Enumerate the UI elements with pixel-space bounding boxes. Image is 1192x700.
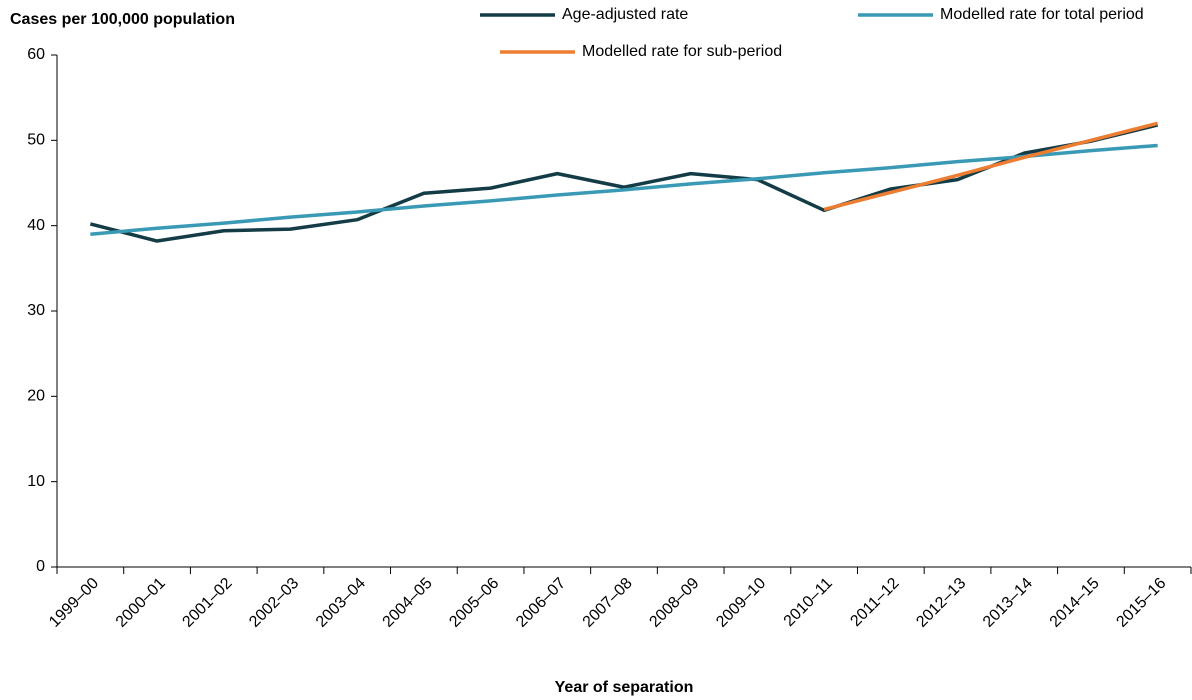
x-tick-label: 2001–02	[180, 575, 236, 631]
x-tick-label: 1999–00	[46, 575, 102, 631]
x-tick-label: 2013–14	[980, 575, 1036, 631]
x-tick-label: 2014–15	[1047, 575, 1103, 631]
y-tick-label: 10	[27, 473, 45, 490]
x-tick-label: 2004–05	[380, 575, 436, 631]
legend-label: Modelled rate for sub-period	[582, 43, 782, 60]
y-tick-label: 50	[27, 132, 45, 149]
x-tick-label: 2002–03	[246, 575, 302, 631]
y-tick-label: 20	[27, 388, 45, 405]
x-tick-label: 2005–06	[446, 575, 502, 631]
x-tick-label: 2006–07	[513, 575, 569, 631]
x-tick-label: 2009–10	[713, 575, 769, 631]
y-tick-label: 30	[27, 302, 45, 319]
x-tick-label: 2003–04	[313, 575, 369, 631]
x-tick-label: 2008–09	[646, 575, 702, 631]
legend-label: Modelled rate for total period	[940, 6, 1144, 23]
series-line	[89, 123, 1159, 243]
x-tick-label: 2011–12	[847, 575, 902, 630]
series-line	[823, 121, 1159, 212]
x-tick-label: 2015–16	[1113, 575, 1169, 631]
x-tick-label: 2007–08	[580, 575, 636, 631]
series-line	[90, 143, 1158, 236]
x-tick-label: 2000–01	[113, 575, 169, 631]
x-axis-title: Year of separation	[555, 679, 694, 696]
x-tick-label: 2012–13	[913, 575, 969, 631]
legend-label: Age-adjusted rate	[562, 6, 688, 23]
x-tick-label: 2010–11	[781, 575, 836, 630]
y-tick-label: 0	[36, 558, 45, 575]
y-tick-label: 40	[27, 217, 45, 234]
y-tick-label: 60	[27, 46, 45, 63]
y-axis-title: Cases per 100,000 population	[10, 11, 235, 28]
